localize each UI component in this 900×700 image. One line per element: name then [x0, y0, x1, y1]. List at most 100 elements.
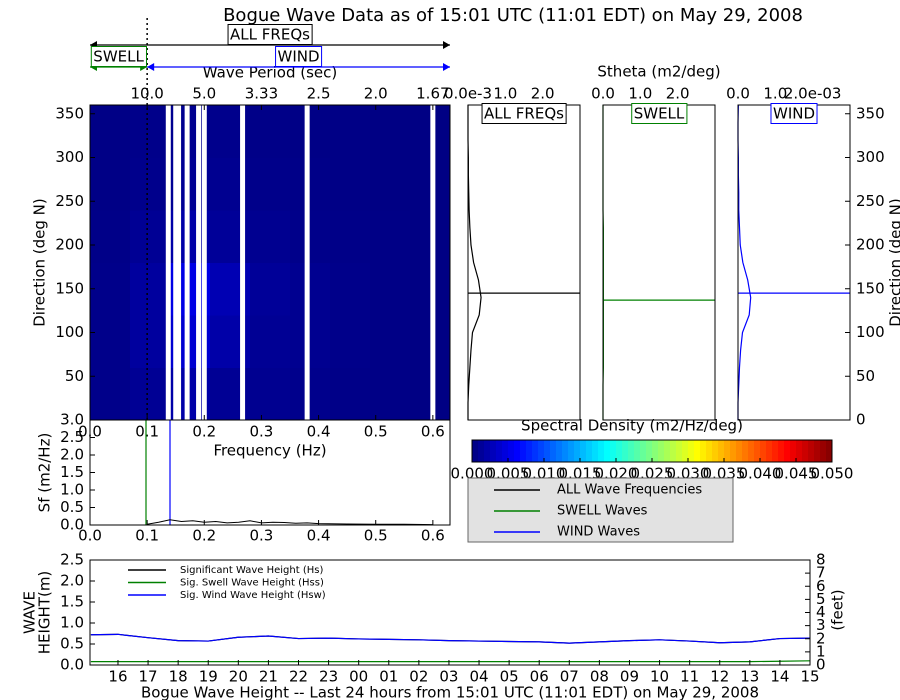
heat-cell — [130, 262, 171, 316]
heat-cell — [90, 210, 131, 263]
heat-cell — [90, 262, 131, 316]
colorbar-swatch — [826, 440, 833, 462]
y-tick-label: 350 — [55, 104, 84, 122]
heat-cell — [370, 210, 411, 263]
y-tick-label: 1 — [816, 642, 826, 660]
y-tick-label: 1.5 — [60, 463, 84, 481]
heat-cell — [250, 210, 291, 263]
y-tick-label: 0.5 — [60, 635, 84, 653]
x-tick-label: 0.1 — [135, 423, 159, 441]
y-tick-label: 2.5 — [60, 551, 84, 569]
heat-cell — [130, 315, 171, 368]
y-tick-label: 0.5 — [60, 498, 84, 516]
x-tick-label: 3.33 — [245, 85, 278, 103]
legend-label: Significant Wave Height (Hs) — [180, 565, 323, 576]
legend-label: SWELL Waves — [557, 504, 648, 519]
y-tick-label: 2.5 — [60, 428, 84, 446]
colorbar-swatch — [664, 440, 671, 462]
stheta-label: Stheta (m2/deg) — [597, 63, 720, 81]
colorbar-swatch — [748, 440, 755, 462]
y-tick-label: 150 — [856, 279, 885, 297]
y-tick-label: 6 — [816, 577, 826, 595]
legend-label: Sig. Swell Wave Height (Hss) — [180, 578, 324, 589]
y-tick-label: 2.0 — [60, 446, 84, 464]
x-tick-label: 0.2 — [192, 527, 216, 545]
x-tick-label: 17 — [139, 668, 158, 686]
y-tick-label: 300 — [856, 148, 885, 166]
x-tick-label: 0.2 — [192, 423, 216, 441]
heat-cell — [330, 210, 371, 263]
panel-label: SWELL — [634, 105, 685, 123]
x-tick-label: 2.0 — [666, 85, 690, 103]
colorbar-label: Spectral Density (m2/Hz/deg) — [521, 417, 743, 435]
heat-cell — [410, 105, 451, 158]
x-tick-label: 0.6 — [421, 527, 445, 545]
y-tick-label: 5 — [816, 590, 826, 608]
swell-label: SWELL — [93, 48, 144, 66]
x-tick-label: 0.3 — [249, 423, 273, 441]
x-tick-label: 5.0 — [192, 85, 216, 103]
y-tick-label: 150 — [55, 279, 84, 297]
x-tick-label: 0.1 — [135, 527, 159, 545]
wind-arrow-head — [147, 63, 155, 71]
all-label-box — [227, 24, 313, 45]
panel-label: ALL FREQs — [484, 105, 564, 123]
colorbar-swatch — [538, 440, 545, 462]
series-line — [90, 633, 811, 644]
colorbar-swatch — [568, 440, 575, 462]
colorbar-swatch — [694, 440, 701, 462]
colorbar-swatch — [700, 440, 707, 462]
y-axis-label: Direction (deg N) — [31, 198, 49, 327]
colorbar-swatch — [496, 440, 503, 462]
colorbar-swatch — [484, 440, 491, 462]
heat-cell — [90, 157, 131, 211]
colorbar-swatch — [760, 440, 767, 462]
y-tick-label: 300 — [55, 148, 84, 166]
colorbar-swatch — [562, 440, 569, 462]
colorbar-swatch — [604, 440, 611, 462]
x-tick-label: 10 — [650, 668, 669, 686]
x-tick-label: 16 — [108, 668, 127, 686]
x-tick-label: 19 — [199, 668, 218, 686]
colorbar-tick-label: 0.045 — [775, 465, 818, 483]
x-tick-label: 0.5 — [364, 527, 388, 545]
missing-strip — [304, 105, 310, 420]
y-axis-label: WAVE — [21, 591, 39, 634]
x-tick-label: 0.4 — [307, 527, 331, 545]
heat-cell — [290, 210, 331, 263]
y-tick-label: 0 — [816, 656, 826, 674]
colorbar-swatch — [730, 440, 737, 462]
colorbar-swatch — [736, 440, 743, 462]
y-tick-label: 100 — [856, 323, 885, 341]
colorbar-swatch — [508, 440, 515, 462]
spectrum-line — [147, 519, 433, 526]
colorbar-swatch — [532, 440, 539, 462]
y-tick-label: 200 — [55, 236, 84, 254]
heat-cell — [250, 105, 291, 158]
colorbar-swatch — [778, 440, 785, 462]
heat-cell — [290, 315, 331, 368]
y-tick-label: 1.0 — [60, 614, 84, 632]
x-tick-label: 14 — [770, 668, 789, 686]
heat-cell — [290, 105, 331, 158]
x-tick-label: 0.0e-3 — [444, 85, 492, 103]
colorbar-swatch — [796, 440, 803, 462]
colorbar-swatch — [742, 440, 749, 462]
panel-label-box — [481, 103, 567, 124]
x-tick-label: 22 — [289, 668, 308, 686]
heat-cell — [330, 262, 371, 316]
heat-cell — [250, 315, 291, 368]
x-tick-label: 1.0 — [763, 85, 787, 103]
colorbar-swatch — [676, 440, 683, 462]
y-tick-label: 50 — [65, 367, 84, 385]
panel-label-box — [631, 103, 688, 124]
y-tick-label: 1.5 — [60, 593, 84, 611]
x-tick-label: 1.67 — [416, 85, 449, 103]
colorbar-swatch — [766, 440, 773, 462]
figure-title: Bogue Wave Data as of 15:01 UTC (11:01 E… — [223, 5, 803, 26]
colorbar-swatch — [706, 440, 713, 462]
x-tick-label: 2.0 — [364, 85, 388, 103]
colorbar-swatch — [820, 440, 827, 462]
colorbar-swatch — [556, 440, 563, 462]
colorbar-swatch — [712, 440, 719, 462]
